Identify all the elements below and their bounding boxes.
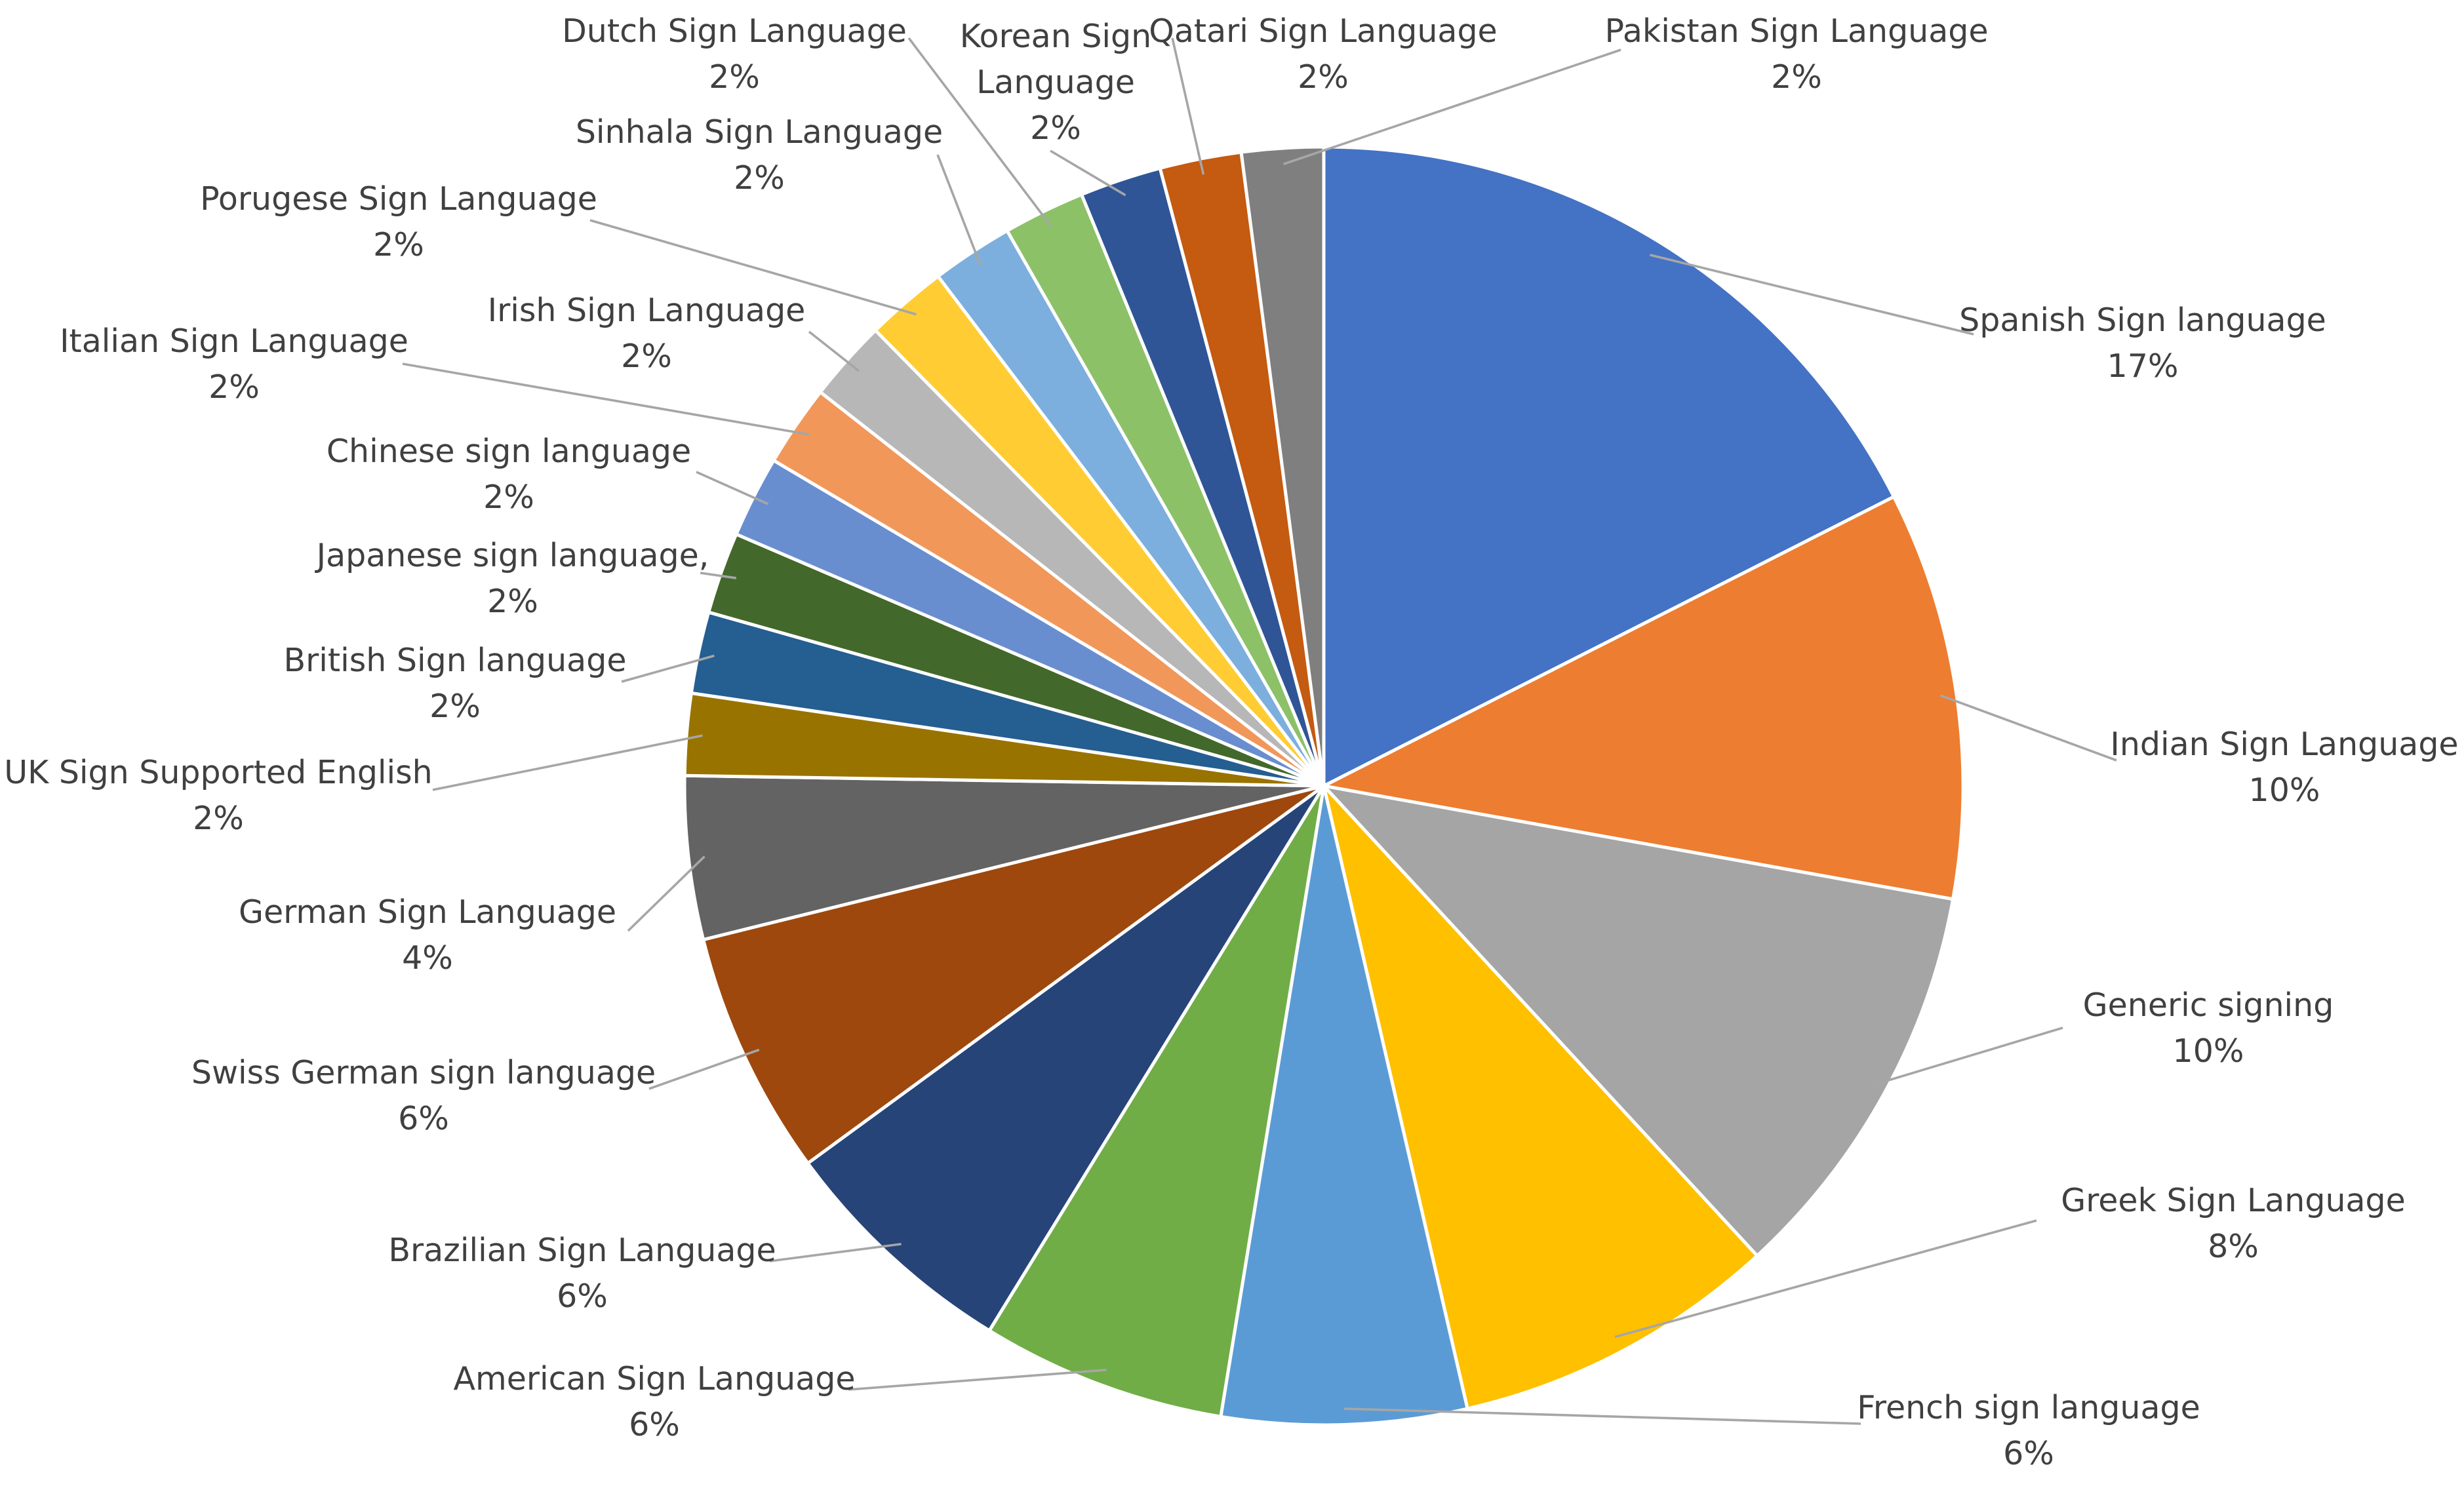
leader-line-spanish-sign-language: [1649, 254, 1974, 336]
leader-line-british-sign-language: [621, 654, 715, 683]
slice-label-british-sign-language: British Sign language 2%: [284, 642, 627, 725]
leader-line-greek-sign-language: [1614, 1219, 2037, 1339]
leader-line-indian-sign-language: [1939, 694, 2117, 762]
leader-lines: [402, 37, 2117, 1425]
slice-name-label: French sign language: [1857, 1389, 2200, 1426]
leader-line-porugese-sign-language: [589, 219, 917, 316]
pie-slice-german-sign-language: [683, 773, 1324, 942]
slice-name-label: Brazilian Sign Language: [388, 1232, 776, 1269]
leader-line-generic-signing: [1869, 1026, 2063, 1087]
slice-label-sinhala-sign-language: Sinhala Sign Language 2%: [576, 113, 943, 197]
slice-value-label: 2%: [483, 479, 534, 516]
slice-name-label: Sinhala Sign Language: [576, 113, 943, 151]
slice-label-porugese-sign-language: Porugese Sign Language 2%: [200, 180, 597, 264]
slice-label-swiss-german-sign-language: Swiss German sign language 6%: [191, 1054, 656, 1137]
slice-name-label: Japanese sign language,: [315, 537, 709, 574]
pie-slice-swiss-german-sign-language: [701, 784, 1325, 1166]
slice-label-pakistan-sign-language: Pakistan Sign Language 2%: [1604, 12, 1988, 96]
slice-label-american-sign-language: American Sign Language 6%: [453, 1360, 855, 1443]
leader-line-french-sign-language: [1343, 1407, 1861, 1425]
slice-name-label: Korean Sign: [960, 18, 1151, 55]
slice-value-label: 6%: [557, 1278, 608, 1315]
slice-value-label: 2%: [487, 583, 538, 620]
slice-value-label: 8%: [2208, 1228, 2259, 1265]
leader-line-italian-sign-language: [402, 362, 810, 436]
slice-name-label: Language: [976, 64, 1135, 101]
slice-value-label: 6%: [398, 1100, 449, 1137]
slice-value-label: 2%: [1298, 58, 1349, 96]
slice-name-label: Generic signing: [2083, 987, 2334, 1024]
slice-name-label: Greek Sign Language: [2061, 1182, 2406, 1219]
slice-value-label: 2%: [209, 368, 260, 406]
leader-line-irish-sign-language: [808, 330, 860, 372]
pie-slices: [683, 145, 1965, 1427]
leader-line-sinhala-sign-language: [936, 154, 982, 267]
slice-name-label: Chinese sign language: [327, 433, 691, 470]
pie-slice-american-sign-language: [987, 785, 1326, 1419]
leader-line-brazilian-sign-language: [769, 1243, 902, 1262]
slice-value-label: 4%: [402, 939, 453, 977]
pie-slice-pakistan-sign-language: [1239, 145, 1326, 787]
slice-label-indian-sign-language: Indian Sign Language 10%: [2110, 726, 2458, 809]
slice-label-spanish-sign-language: Spanish Sign language 17%: [1959, 302, 2326, 385]
slice-name-label: German Sign Language: [239, 893, 616, 931]
slice-name-label: UK Sign Supported English: [4, 754, 433, 791]
slice-value-label: 2%: [429, 688, 481, 725]
slice-label-italian-sign-language: Italian Sign Language 2%: [60, 322, 408, 406]
slice-value-label: 6%: [629, 1406, 680, 1443]
slice-value-label: 2%: [373, 226, 424, 264]
slice-value-label: 2%: [709, 58, 760, 96]
slice-label-irish-sign-language: Irish Sign Language 2%: [488, 292, 806, 375]
slice-name-label: Spanish Sign language: [1959, 302, 2326, 339]
slice-name-label: Dutch Sign Language: [562, 12, 907, 50]
slice-name-label: Irish Sign Language: [488, 292, 806, 329]
slice-label-chinese-sign-language: Chinese sign language 2%: [327, 433, 691, 516]
slice-value-label: 10%: [2249, 772, 2320, 809]
slice-value-label: 2%: [1771, 58, 1822, 96]
pie-slice-generic-signing: [1319, 783, 1955, 1259]
leader-line-german-sign-language: [627, 855, 705, 932]
slice-label-korean-sign-language: Korean Sign Language 2%: [960, 18, 1151, 147]
slice-value-label: 6%: [2003, 1435, 2054, 1472]
slice-name-label: Pakistan Sign Language: [1604, 12, 1988, 50]
slice-name-label: Qatari Sign Language: [1149, 12, 1497, 50]
slice-label-uk-sign-supported-english: UK Sign Supported English 2%: [4, 754, 433, 837]
slice-label-greek-sign-language: Greek Sign Language 8%: [2061, 1182, 2406, 1265]
slice-label-brazilian-sign-language: Brazilian Sign Language 6%: [388, 1232, 776, 1315]
slice-name-label: Indian Sign Language: [2110, 726, 2458, 763]
leader-line-chinese-sign-language: [696, 471, 769, 505]
leader-line-american-sign-language: [848, 1369, 1107, 1391]
slice-value-label: 17%: [2107, 347, 2179, 385]
pie-slice-brazilian-sign-language: [805, 784, 1326, 1333]
pie-slice-spanish-sign-language: [1322, 145, 1896, 789]
slice-name-label: Swiss German sign language: [191, 1054, 656, 1091]
slice-label-qatari-sign-language: Qatari Sign Language 2%: [1149, 12, 1497, 96]
leader-line-pakistan-sign-language: [1282, 49, 1621, 166]
slice-name-label: British Sign language: [284, 642, 627, 679]
leader-line-dutch-sign-language: [907, 37, 1052, 227]
leader-line-swiss-german-sign-language: [648, 1048, 760, 1090]
slice-name-label: American Sign Language: [453, 1360, 855, 1398]
slice-label-generic-signing: Generic signing 10%: [2083, 987, 2334, 1070]
slice-label-japanese-sign-language: Japanese sign language, 2%: [315, 537, 709, 620]
slice-name-label: Porugese Sign Language: [200, 180, 597, 218]
leader-line-korean-sign-language: [1050, 149, 1126, 197]
slice-value-label: 2%: [1030, 109, 1081, 147]
slice-labels: Spanish Sign language 17% Indian Sign Lang…: [4, 12, 2458, 1472]
slice-value-label: 2%: [193, 800, 244, 837]
slice-value-label: 2%: [621, 338, 672, 375]
slice-label-dutch-sign-language: Dutch Sign Language 2%: [562, 12, 907, 96]
pie-slice-indian-sign-language: [1319, 494, 1965, 901]
leader-line-qatari-sign-language: [1171, 37, 1205, 175]
slice-value-label: 10%: [2173, 1032, 2244, 1070]
leader-line-uk-sign-supported-english: [432, 734, 703, 791]
slice-label-french-sign-language: French sign language 6%: [1857, 1389, 2200, 1472]
leader-line-japanese-sign-language: [700, 572, 737, 579]
slice-name-label: Italian Sign Language: [60, 322, 408, 360]
slice-label-german-sign-language: German Sign Language 4%: [239, 893, 616, 977]
slice-value-label: 2%: [734, 159, 785, 197]
